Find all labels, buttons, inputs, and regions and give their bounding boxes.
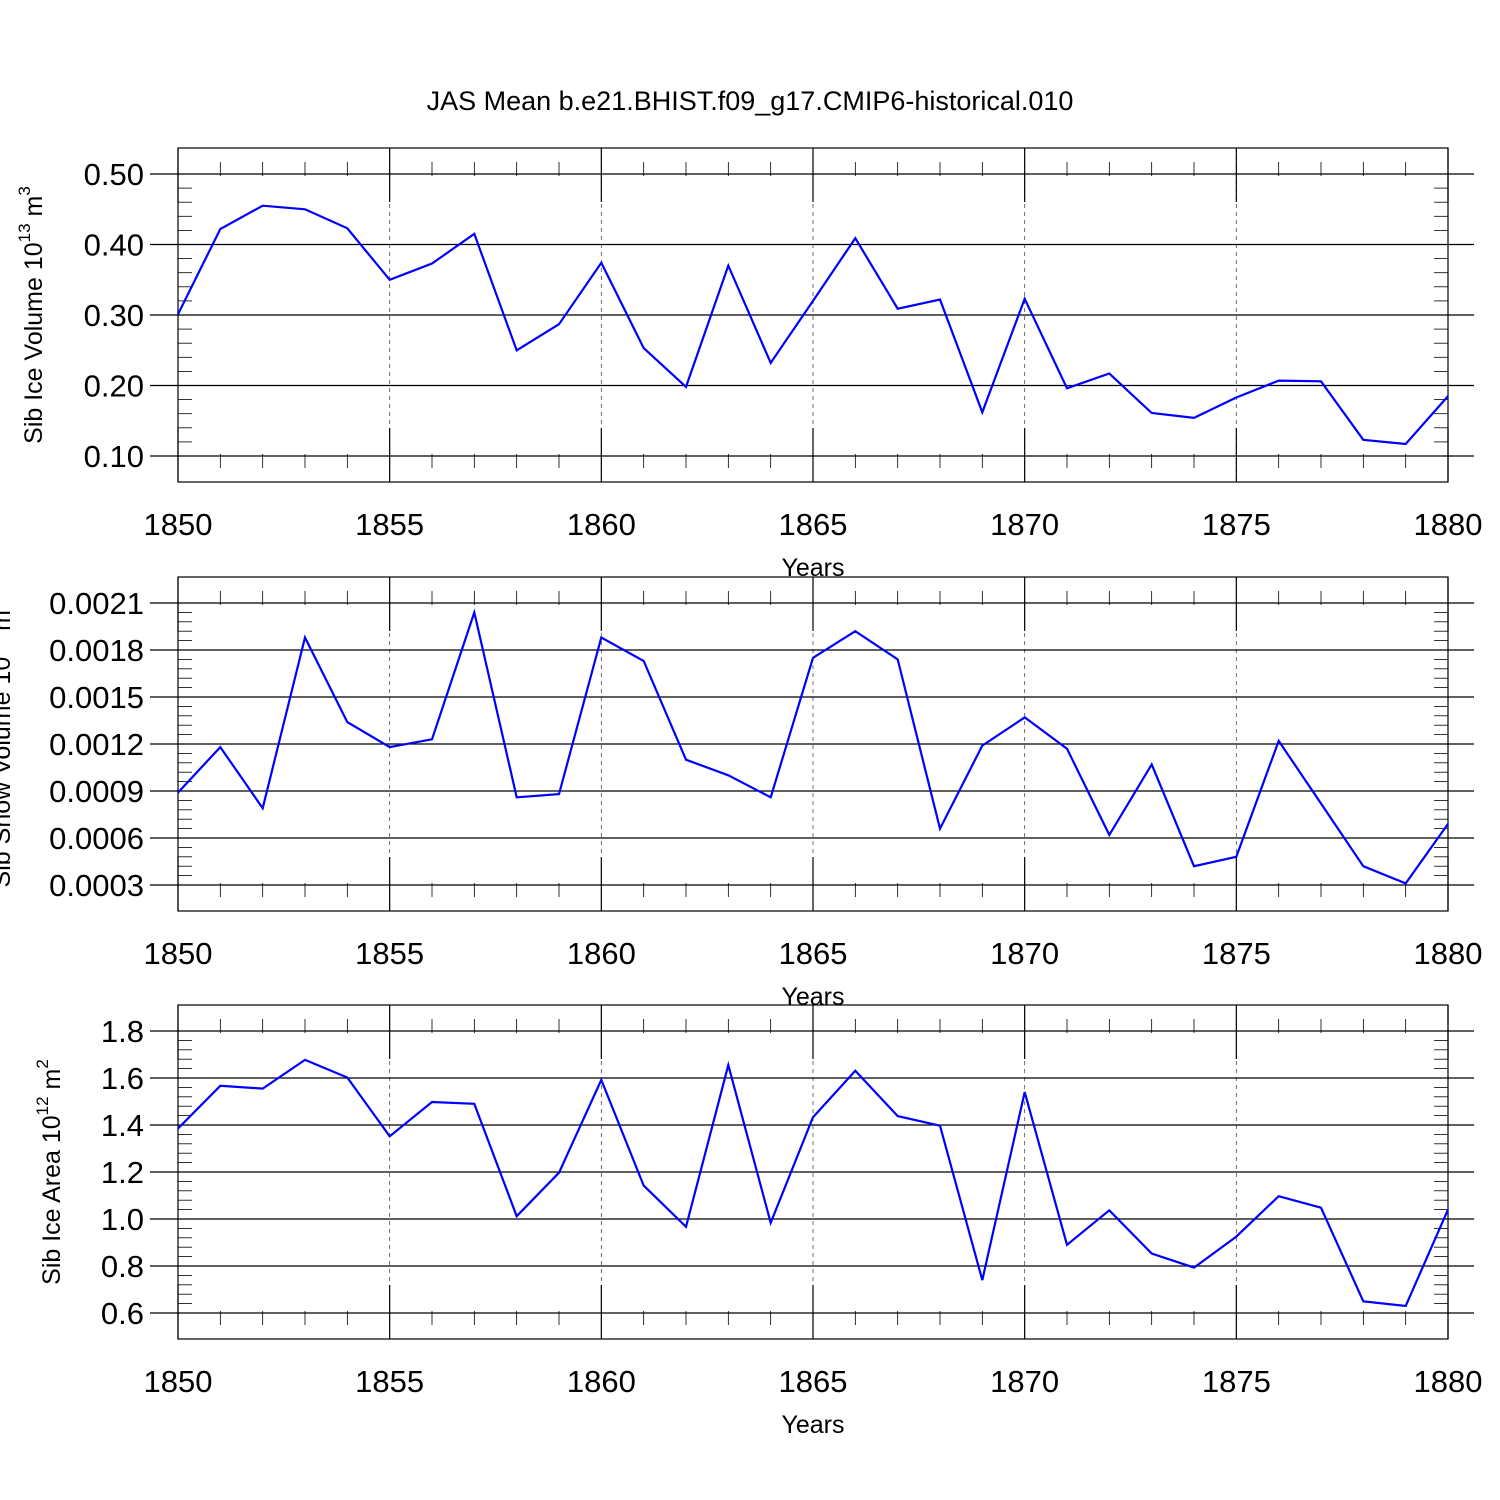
x-tick-label: 1860	[567, 507, 636, 542]
x-tick-label: 1875	[1202, 1364, 1271, 1399]
svg-text:Sib Ice Area 1012 m2: Sib Ice Area 1012 m2	[33, 1059, 66, 1285]
y-tick-label: 0.0018	[49, 633, 144, 668]
x-tick-label: 1870	[990, 507, 1059, 542]
y-tick-label: 0.0003	[49, 868, 144, 903]
y-tick-label: 0.20	[84, 369, 144, 404]
y-tick-label: 0.0006	[49, 821, 144, 856]
y-tick-label: 0.10	[84, 439, 144, 474]
y-tick-label: 0.6	[101, 1296, 144, 1331]
x-tick-label: 1880	[1414, 1364, 1483, 1399]
x-tick-label: 1860	[567, 936, 636, 971]
x-tick-label: 1870	[990, 1364, 1059, 1399]
y-tick-label: 0.0009	[49, 774, 144, 809]
x-tick-label: 1855	[355, 1364, 424, 1399]
chart-panel-2: 0.0003 0.0006 0.0009 0.0012 0.0015 0.0018 0.00…	[0, 576, 1483, 1011]
y-tick-label: 1.4	[101, 1108, 144, 1143]
y-tick-label: 1.2	[101, 1155, 144, 1190]
x-tick-label: 1865	[779, 1364, 848, 1399]
x-tick-label: 1870	[990, 936, 1059, 971]
svg-text:Sib Snow Volume 1013 m3: Sib Snow Volume 1013 m3	[0, 601, 16, 888]
series-line	[177, 1058, 1450, 1308]
x-tick-label: 1850	[144, 1364, 213, 1399]
x-tick-label: 1875	[1202, 936, 1271, 971]
x-tick-label: 1875	[1202, 507, 1271, 542]
x-tick-label: 1880	[1414, 507, 1483, 542]
y-tick-label: 0.0012	[49, 727, 144, 762]
y-tick-label: 0.40	[84, 228, 144, 263]
y-tick-label: 0.50	[84, 157, 144, 192]
x-tick-label: 1855	[355, 507, 424, 542]
x-tick-label: 1865	[779, 936, 848, 971]
y-tick-label: 0.8	[101, 1249, 144, 1284]
x-tick-label: 1850	[144, 936, 213, 971]
y-tick-label: 0.0015	[49, 680, 144, 715]
page-title: JAS Mean b.e21.BHIST.f09_g17.CMIP6-histo…	[427, 86, 1074, 116]
y-tick-label: 0.30	[84, 298, 144, 333]
y-tick-label: 1.0	[101, 1202, 144, 1237]
y-axis-label: Sib Ice Area 1012 m2	[33, 1059, 66, 1285]
x-tick-label: 1880	[1414, 936, 1483, 971]
y-axis-label: Sib Ice Volume 1013 m3	[15, 186, 48, 444]
y-tick-label: 0.0021	[49, 586, 144, 621]
x-tick-label: 1865	[779, 507, 848, 542]
x-tick-label: 1860	[567, 1364, 636, 1399]
y-tick-label: 1.8	[101, 1014, 144, 1049]
series-line	[177, 608, 1449, 885]
x-tick-label: 1850	[144, 507, 213, 542]
svg-text:Sib Ice Volume 1013 m3: Sib Ice Volume 1013 m3	[15, 186, 48, 444]
chart-panel-3: 0.6 0.8 1.0 1.2 1.4 1.6 1.8 1850 1855 1860 1865 187…	[33, 1004, 1483, 1439]
x-tick-label: 1855	[355, 936, 424, 971]
chart-panel-1: 0.10 0.20 0.30 0.40 0.50 1850 1855 1860 1865 1870…	[15, 147, 1483, 582]
x-axis-label: Years	[781, 1411, 844, 1439]
y-axis-label: Sib Snow Volume 1013 m3	[0, 601, 16, 888]
y-tick-label: 1.6	[101, 1061, 144, 1096]
